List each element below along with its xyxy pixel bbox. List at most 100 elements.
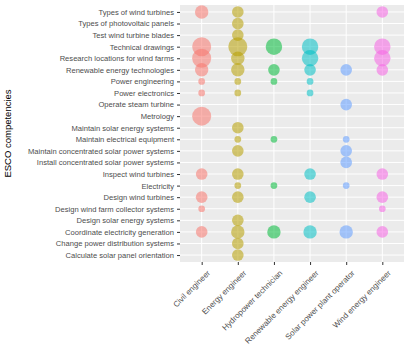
bubble bbox=[266, 38, 282, 54]
bubble bbox=[234, 136, 241, 143]
x-tick: Renewable energy engineer bbox=[243, 262, 320, 346]
y-tick-label: Install concentrated solar power systems bbox=[37, 158, 174, 167]
bubble bbox=[198, 78, 205, 85]
tick-mark bbox=[177, 255, 180, 256]
bubble bbox=[340, 99, 352, 111]
y-tick-label: Research locations for wind farms bbox=[60, 54, 175, 63]
x-tick-label: Hydropower technician bbox=[220, 269, 284, 333]
bubble bbox=[231, 225, 244, 238]
bubble bbox=[234, 78, 241, 85]
y-tick: Inspect wind turbines bbox=[103, 170, 180, 179]
grid-line bbox=[180, 243, 404, 244]
bubble bbox=[271, 78, 278, 85]
y-tick-label: Technical drawings bbox=[110, 43, 174, 52]
y-tick: Research locations for wind farms bbox=[60, 54, 180, 63]
tick-mark bbox=[177, 243, 180, 244]
bubble bbox=[234, 182, 241, 189]
tick-mark bbox=[177, 128, 180, 129]
tick-mark bbox=[274, 262, 275, 265]
y-tick: Change power distribution systems bbox=[56, 239, 180, 248]
tick-mark bbox=[177, 81, 180, 82]
tick-mark bbox=[177, 105, 180, 106]
tick-mark bbox=[346, 262, 347, 265]
bubble bbox=[198, 205, 205, 212]
x-tick: Wind energy engineer bbox=[331, 262, 393, 330]
y-axis: Types of wind turbines Types of photovolt… bbox=[28, 8, 180, 260]
bubble bbox=[304, 168, 316, 180]
bubble bbox=[231, 63, 244, 76]
bubble bbox=[340, 64, 352, 76]
y-tick-label: Metrology bbox=[141, 112, 175, 121]
bubble bbox=[196, 226, 208, 238]
x-axis: Civil engineerEnergy engineerHydropower … bbox=[171, 262, 393, 346]
grid-line bbox=[180, 220, 404, 221]
plot: Types of wind turbines Types of photovolt… bbox=[28, 5, 404, 346]
tick-mark bbox=[177, 47, 180, 48]
bubble bbox=[232, 6, 244, 18]
panel-background bbox=[180, 5, 404, 262]
y-tick-label: Power engineering bbox=[111, 77, 174, 86]
bubble bbox=[267, 225, 280, 238]
bubble bbox=[231, 52, 244, 65]
y-tick: Design wind turbines bbox=[104, 193, 181, 202]
grid-line bbox=[180, 174, 404, 175]
bubble bbox=[304, 64, 316, 76]
y-tick: Operate steam turbine bbox=[98, 100, 180, 109]
y-tick: Power electronics bbox=[114, 89, 180, 98]
y-tick-label: Types of photovoltaic panels bbox=[78, 19, 174, 28]
tick-mark bbox=[177, 12, 180, 13]
y-tick-label: Design wind farm collector systems bbox=[55, 205, 174, 214]
tick-mark bbox=[177, 93, 180, 94]
y-tick: Metrology bbox=[141, 112, 180, 121]
grid-line bbox=[180, 255, 404, 256]
grid-line bbox=[180, 162, 404, 163]
bubble bbox=[340, 157, 352, 169]
chart: Types of wind turbines Types of photovolt… bbox=[0, 0, 410, 352]
bubble bbox=[232, 18, 244, 30]
y-tick-label: Inspect wind turbines bbox=[103, 170, 175, 179]
bubble bbox=[234, 90, 241, 97]
bubble bbox=[196, 191, 208, 203]
x-tick-label: Renewable energy engineer bbox=[243, 268, 320, 345]
tick-mark bbox=[202, 262, 203, 265]
y-tick: Install concentrated solar power systems bbox=[37, 158, 180, 167]
y-tick: Types of photovoltaic panels bbox=[78, 19, 180, 28]
tick-mark bbox=[177, 151, 180, 152]
bubble bbox=[196, 168, 208, 180]
bubble bbox=[303, 225, 316, 238]
tick-mark bbox=[382, 262, 383, 265]
bubble bbox=[340, 145, 352, 157]
y-tick-label: Maintain solar energy systems bbox=[71, 124, 174, 133]
tick-mark bbox=[177, 70, 180, 71]
y-tick: Maintain solar energy systems bbox=[71, 124, 180, 133]
grid-line bbox=[180, 127, 404, 128]
tick-mark bbox=[177, 24, 180, 25]
tick-mark bbox=[177, 186, 180, 187]
bubble bbox=[307, 90, 314, 97]
tick-mark bbox=[177, 139, 180, 140]
grid-line bbox=[180, 92, 404, 93]
bubble bbox=[377, 6, 389, 18]
grid bbox=[180, 5, 404, 262]
y-tick-label: Calculate solar panel orientation bbox=[66, 251, 175, 260]
y-tick-label: Design wind turbines bbox=[104, 193, 175, 202]
grid-line bbox=[180, 81, 404, 82]
grid-line bbox=[180, 11, 404, 12]
tick-mark bbox=[177, 58, 180, 59]
grid-line bbox=[180, 197, 404, 198]
bubble bbox=[198, 90, 205, 97]
y-tick: Types of wind turbines bbox=[98, 8, 180, 17]
y-tick-label: Power electronics bbox=[114, 89, 174, 98]
bubble bbox=[192, 107, 211, 126]
y-tick-label: Test wind turbine blades bbox=[93, 31, 175, 40]
y-tick: Power engineering bbox=[111, 77, 180, 86]
tick-mark bbox=[177, 220, 180, 221]
grid-line bbox=[180, 69, 404, 70]
y-tick-label: Maintain electrical equipment bbox=[76, 135, 175, 144]
bubble bbox=[195, 5, 208, 18]
bubble bbox=[232, 168, 244, 180]
bubble bbox=[232, 249, 244, 261]
bubble bbox=[343, 182, 350, 189]
tick-mark bbox=[238, 262, 239, 265]
bubble bbox=[232, 215, 244, 227]
